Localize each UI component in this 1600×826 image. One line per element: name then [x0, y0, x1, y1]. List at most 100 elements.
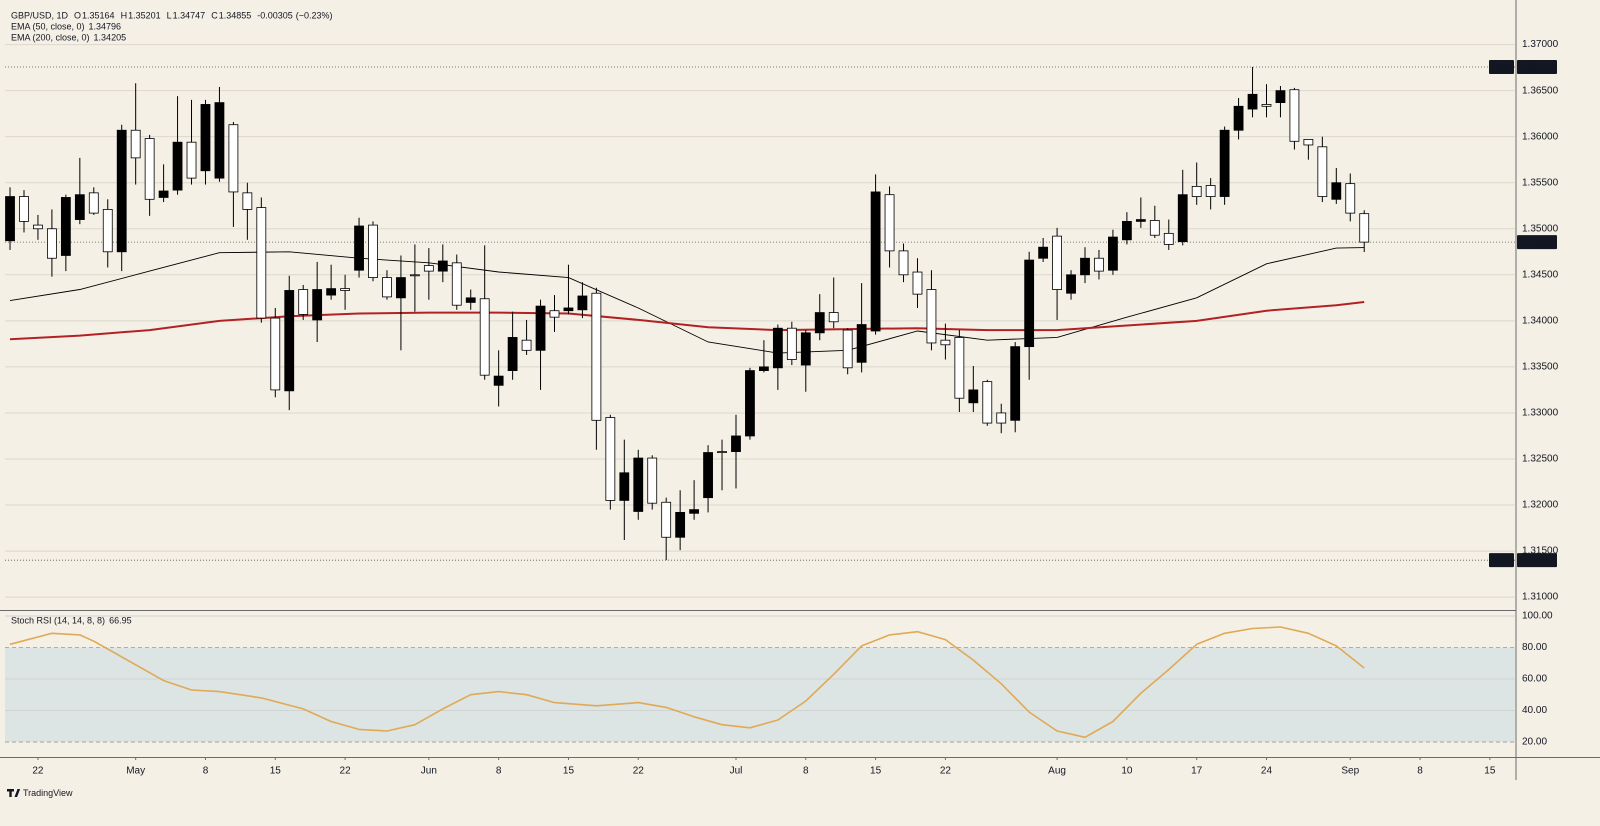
y-tick-label: 1.34500: [1522, 269, 1559, 280]
candle-body: [1261, 104, 1272, 107]
axes: 20.00 40.00 60.00 80.00 100.00: [1522, 611, 1553, 748]
candle-body: [88, 192, 99, 214]
y-tick-label: 1.31500: [1522, 546, 1559, 557]
candle-body: [507, 337, 518, 371]
x-tick-label: Aug: [1048, 766, 1066, 777]
candle-body: [828, 312, 839, 323]
y-tick-label: 1.32000: [1522, 500, 1559, 511]
field-value: 1.34747: [173, 10, 206, 20]
candle-body: [409, 274, 420, 277]
candle-body: [396, 277, 406, 299]
field-label: L: [167, 10, 172, 20]
high-tag-label: High: [1492, 61, 1511, 71]
candle-body: [884, 194, 895, 252]
candle-body: [1121, 221, 1132, 241]
candle-body: [968, 389, 979, 404]
y-tick-label: 60.00: [1522, 674, 1547, 685]
ema-value: 1.34796: [89, 21, 122, 31]
candle-body: [158, 190, 169, 198]
candle-body: [703, 452, 713, 499]
y-tick-label: 1.35500: [1522, 177, 1559, 188]
candle-body: [493, 375, 504, 386]
candle-body: [144, 138, 155, 200]
x-tick-label: 24: [1261, 766, 1273, 777]
candle-body: [1317, 146, 1328, 197]
x-tick-label: 15: [563, 766, 575, 777]
candle-body: [1149, 220, 1160, 236]
candle-body: [1038, 246, 1049, 259]
candle-body: [563, 307, 574, 312]
y-tick-label: 100.00: [1522, 611, 1553, 622]
y-tick-label: 80.00: [1522, 642, 1547, 653]
x-tick-label: 8: [1417, 766, 1423, 777]
candle-body: [200, 104, 211, 172]
candle-body: [382, 277, 392, 298]
x-tick-label: 17: [1191, 766, 1203, 777]
candle-body: [731, 435, 741, 453]
candle-body: [800, 332, 811, 366]
candle-body: [717, 451, 727, 454]
candle-body: [423, 265, 434, 272]
candle-body: [102, 209, 113, 253]
candle-body: [284, 290, 295, 392]
candle-body: [521, 339, 532, 351]
candle-body: [1191, 186, 1202, 197]
candle-body: [270, 317, 281, 391]
candle-body: [1024, 259, 1035, 348]
candle-body: [577, 295, 588, 311]
candle-body: [298, 289, 309, 315]
candle-body: [633, 457, 644, 512]
candle-body: [1303, 139, 1314, 146]
ema-line: [9, 247, 1365, 354]
field-value: 1.35201: [128, 10, 161, 20]
field-value: 1.34855: [219, 10, 252, 20]
candle-body: [340, 288, 350, 291]
field-label: O: [74, 10, 81, 20]
band: [5, 647, 1515, 743]
field-label: H: [121, 10, 128, 20]
y-tick-label: 20.00: [1522, 737, 1547, 748]
y-tick-label: 1.35000: [1522, 223, 1559, 234]
brand: TradingView: [23, 788, 73, 798]
candle-body: [354, 225, 364, 271]
candle-body: [1177, 194, 1188, 243]
candle-body: [689, 509, 700, 514]
indicator-value: 66.95: [109, 615, 132, 625]
low-value: 1.31401: [1521, 555, 1556, 566]
candle-body: [74, 194, 85, 220]
candle-body: [1205, 185, 1216, 197]
candle-body: [1163, 232, 1174, 245]
high-value: 1.36757: [1521, 61, 1555, 72]
x-tick-label: 22: [633, 766, 645, 777]
candle-body: [786, 327, 797, 360]
y-tick-label: 1.36500: [1522, 85, 1559, 96]
axes: 1.31000 1.31500 1.32000 1.32500 1.33000 1.335…: [32, 39, 1558, 776]
last-price-box: [1517, 235, 1557, 250]
candle-body: [647, 457, 658, 504]
x-tick-label: 8: [496, 766, 502, 777]
candle-body: [5, 196, 15, 242]
candle-body: [326, 288, 337, 296]
candle-body: [33, 224, 43, 230]
y-tick-label: 1.36000: [1522, 131, 1559, 142]
indicator-title: Stoch RSI (14, 14, 8, 8): [11, 615, 105, 625]
x-tick-label: Jul: [730, 766, 743, 777]
candle-body: [1135, 219, 1146, 222]
candle-body: [870, 191, 881, 332]
x-tick-label: Sep: [1341, 766, 1359, 777]
low-tag: [1489, 553, 1514, 568]
candle-body: [437, 260, 448, 272]
x-tick-label: May: [126, 766, 145, 777]
x-tick-label: 15: [270, 766, 282, 777]
candle-body: [535, 305, 546, 351]
x-tick-label: 10: [1121, 766, 1133, 777]
x-tick-label: Jun: [421, 766, 437, 777]
candle-body: [954, 337, 965, 399]
candle-body: [996, 412, 1007, 424]
y-tick-label: 1.34000: [1522, 315, 1559, 326]
candle-body: [242, 192, 253, 210]
x-tick-label: 22: [940, 766, 952, 777]
ema-name: EMA (200, close, 0): [11, 32, 90, 42]
candle-body: [368, 224, 378, 278]
candle-body: [1010, 346, 1021, 421]
